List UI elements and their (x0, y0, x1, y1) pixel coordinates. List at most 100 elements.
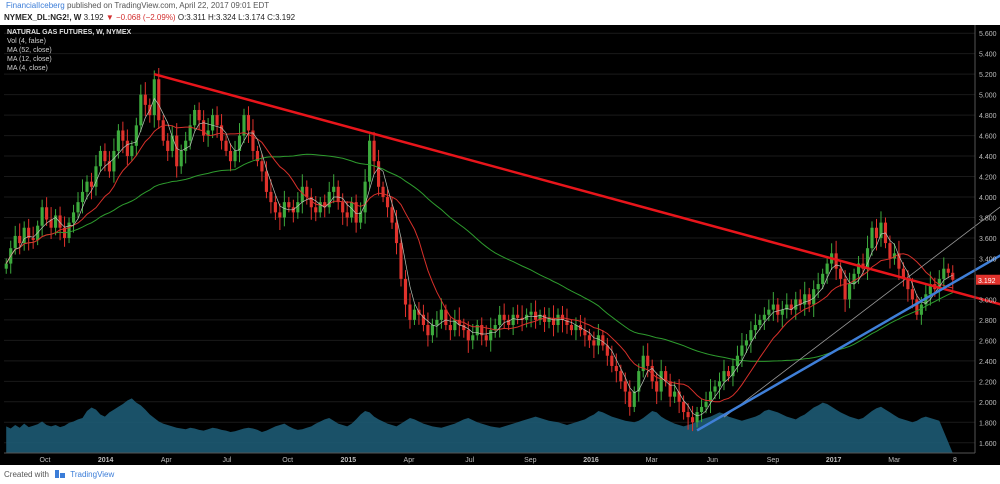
candle-body (448, 325, 452, 331)
candle-body (928, 284, 932, 295)
candle-body (852, 273, 856, 285)
candle-body (188, 125, 192, 141)
candle-body (466, 330, 470, 341)
x-tick-label: 2016 (583, 457, 599, 464)
candle-body (143, 94, 147, 105)
candle-body (547, 317, 551, 322)
candle-body (740, 345, 744, 356)
candle-body (856, 263, 861, 274)
x-tick-label: 2017 (826, 457, 842, 464)
candle-body (134, 125, 138, 146)
candle-body (408, 304, 412, 320)
candle-body (717, 381, 722, 387)
candle-body (403, 278, 408, 305)
y-tick-label: 5.000 (979, 93, 997, 100)
y-tick-label: 4.400 (979, 154, 997, 161)
y-tick-label: 5.600 (979, 31, 997, 38)
candle-body (287, 202, 291, 208)
candle-body (31, 237, 35, 241)
y-tick-label: 4.000 (979, 195, 997, 202)
price-chart[interactable]: 1.600 1.800 2.000 2.200 2.400 2.600 2.800 3.000… (0, 25, 1000, 465)
candle-body (825, 263, 829, 274)
candle-body (98, 150, 103, 167)
candle-body (242, 115, 246, 136)
x-tick-label: 2014 (98, 457, 114, 464)
candle-body (309, 197, 313, 208)
author-link[interactable]: FinancialIceberg (6, 1, 65, 10)
candle-body (260, 161, 264, 172)
resistance-trend-line (153, 72, 1000, 306)
candle-body (179, 150, 183, 167)
candle-body (233, 150, 237, 162)
candle-body (525, 314, 529, 320)
candle-body (596, 335, 600, 346)
candle-body (439, 309, 443, 320)
thin-trend-line (723, 206, 1000, 418)
candle-body (803, 294, 807, 305)
candle-body (251, 130, 255, 151)
candle-body (655, 381, 659, 392)
candle-body (246, 115, 251, 131)
candle-body (139, 94, 143, 126)
y-tick-label: 5.400 (979, 52, 997, 59)
y-tick-label: 1.600 (979, 441, 997, 448)
candle-body (273, 202, 277, 213)
y-tick-label: 4.200 (979, 175, 997, 182)
candle-body (296, 202, 300, 213)
candle-body (906, 278, 910, 290)
tradingview-link[interactable]: TradingView (70, 470, 115, 479)
symbol-header: NYMEX_DL:NG2!, W 3.192 ▼ −0.068 (−2.09%)… (0, 11, 1000, 25)
candle-body (376, 161, 381, 187)
y-tick-label: 2.600 (979, 338, 997, 345)
candle-body (507, 319, 511, 326)
axes: 1.600 1.800 2.000 2.200 2.400 2.600 2.800 3.000… (4, 25, 1000, 464)
study-ma52[interactable]: MA (52, close) (7, 47, 52, 54)
study-vol[interactable]: Vol (4, false) (7, 38, 46, 45)
candle-body (184, 140, 188, 151)
chart-title: NATURAL GAS FUTURES, W, NYMEX (7, 29, 132, 36)
candle-body (839, 268, 843, 279)
candle-body (686, 412, 690, 418)
candle-body (282, 202, 286, 218)
candle-body (502, 314, 506, 320)
footer: Created with TradingView (0, 465, 1000, 484)
candle-body (76, 202, 80, 213)
support-trend-line (696, 254, 1000, 432)
candle-body (834, 253, 838, 269)
candle-body (780, 309, 784, 315)
candle-body (789, 304, 793, 310)
candle-body (67, 222, 71, 238)
candle-body (753, 325, 757, 331)
candle-body (161, 120, 165, 141)
candle-body (85, 181, 89, 192)
candle-body (471, 335, 475, 341)
x-tick-label: Mar (888, 457, 901, 464)
candle-body (175, 135, 179, 167)
study-ma12[interactable]: MA (12, close) (7, 56, 52, 63)
candle-body (152, 79, 156, 116)
candle-body (314, 207, 318, 213)
candle-body (255, 150, 260, 162)
candle-body (951, 272, 955, 280)
candle-body (426, 325, 430, 336)
candle-body (915, 299, 919, 315)
y-tick-label: 2.200 (979, 379, 997, 386)
candle-body (892, 253, 897, 259)
candle-body (919, 304, 923, 315)
candle-body (381, 186, 385, 198)
study-ma4[interactable]: MA (4, close) (7, 65, 48, 72)
chart-area[interactable]: 1.600 1.800 2.000 2.200 2.400 2.600 2.800 3.000… (0, 25, 1000, 465)
candle-body (910, 289, 914, 300)
ma12-line (5, 124, 953, 403)
candle-body (767, 309, 771, 315)
x-tick-label: Sep (767, 457, 780, 464)
candle-body (493, 325, 497, 331)
y-tick-label: 3.000 (979, 297, 997, 304)
x-tick-label: 8 (953, 457, 957, 464)
moving-averages (5, 97, 954, 417)
candle-body (372, 140, 376, 162)
candle-body (394, 222, 399, 244)
trend-lines (153, 72, 1000, 432)
candle-body (157, 79, 161, 121)
candle-body (744, 340, 748, 346)
